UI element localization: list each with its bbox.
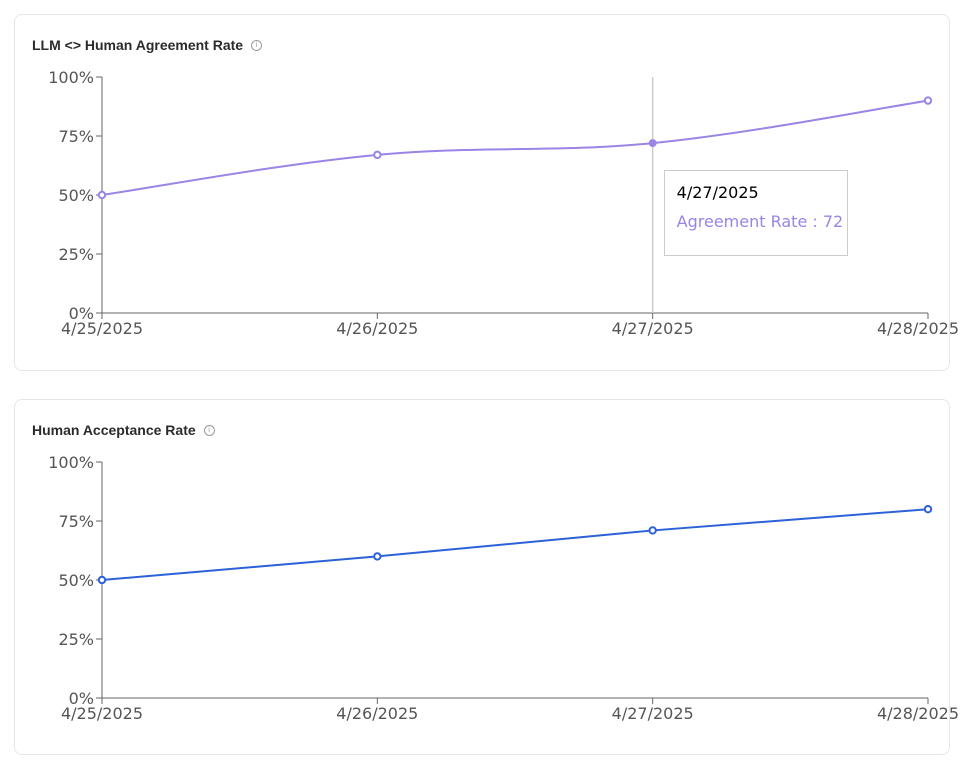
- acceptance-y-tick-label: 0%: [69, 689, 94, 708]
- agreement-y-tick-label: 50%: [58, 186, 94, 205]
- agreement-rate-title-text: LLM <> Human Agreement Rate: [32, 37, 244, 53]
- acceptance-x-tick-label: 4/26/2025: [336, 704, 418, 723]
- acceptance-x-tick-label: 4/28/2025: [877, 704, 959, 723]
- acceptance-y-tick-label: 100%: [48, 453, 94, 472]
- acceptance-x-tick-label: 4/27/2025: [612, 704, 694, 723]
- acceptance-x-tick-label: 4/25/2025: [61, 704, 143, 723]
- acceptance-y-tick-label: 50%: [58, 571, 94, 590]
- agreement-series-line: [101, 99, 929, 196]
- agreement-x-tick-label: 4/28/2025: [877, 319, 959, 338]
- agreement-x-tick-label: 4/25/2025: [61, 319, 143, 338]
- agreement-y-tick-label: 75%: [58, 127, 94, 146]
- agreement-y-tick-label: 100%: [48, 68, 94, 87]
- agreement-y-tick-label: 0%: [69, 304, 94, 323]
- agreement-x-tick-label: 4/26/2025: [336, 319, 418, 338]
- acceptance-data-point: [923, 505, 933, 514]
- agreement-rate-title: LLM <> Human Agreement Rate i: [32, 37, 263, 53]
- agreement-x-tick-label: 4/27/2025: [612, 319, 694, 338]
- agreement-data-point: [97, 190, 107, 200]
- info-icon[interactable]: i: [203, 424, 215, 436]
- acceptance-data-point: [373, 552, 382, 561]
- tooltip-date: 4/27/2025: [676, 183, 759, 202]
- chart-tooltip: 4/27/2025 Agreement Rate : 72: [663, 170, 848, 256]
- acceptance-series-line: [101, 508, 929, 581]
- acceptance-data-point: [97, 575, 107, 585]
- agreement-data-point: [373, 150, 382, 160]
- agreement-y-tick-label: 25%: [58, 245, 94, 264]
- acceptance-rate-title: Human Acceptance Rate i: [32, 422, 215, 438]
- acceptance-y-tick-label: 75%: [58, 512, 94, 531]
- agreement-data-point: [648, 139, 657, 148]
- agreement-data-point: [923, 96, 933, 105]
- acceptance-rate-title-text: Human Acceptance Rate: [32, 422, 196, 438]
- acceptance-data-point: [648, 526, 657, 535]
- acceptance-rate-card: Human Acceptance Rate i: [14, 399, 950, 755]
- info-icon[interactable]: i: [251, 39, 263, 51]
- tooltip-value: Agreement Rate : 72: [676, 212, 844, 231]
- acceptance-y-tick-label: 25%: [58, 630, 94, 649]
